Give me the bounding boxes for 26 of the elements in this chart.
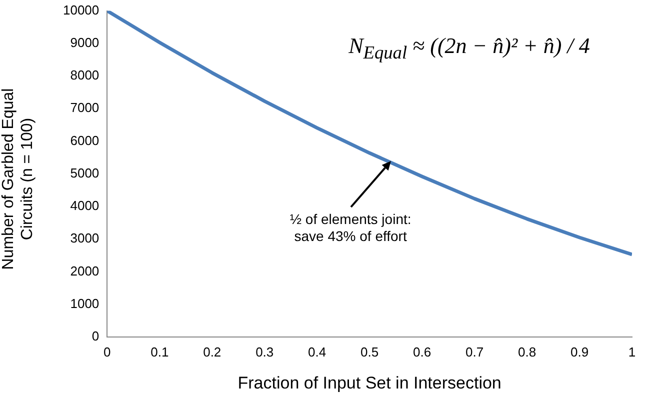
y-tick-label: 8000 xyxy=(70,68,100,83)
annotation: N$_{Equal}$ ≈ ((2n − n̂)² + n̂) / 4 xyxy=(348,32,590,64)
x-tick-label: 0.9 xyxy=(570,344,589,360)
y-tick-label: 4000 xyxy=(70,198,100,214)
y-tick-label: 5000 xyxy=(70,165,100,180)
y-tick-label: 6000 xyxy=(70,132,100,148)
x-tick-label: 0.1 xyxy=(150,344,169,360)
x-axis-title: Fraction of Input Set in Intersection xyxy=(238,373,502,392)
x-tick-label: 0.8 xyxy=(518,344,536,360)
y-tick-label: 7000 xyxy=(70,100,100,116)
x-tick-label: 0.2 xyxy=(203,344,222,360)
x-tick-label: 0.7 xyxy=(466,344,484,360)
x-tick-label: 0 xyxy=(104,344,111,360)
y-tick-label: 10000 xyxy=(62,2,100,18)
x-tick-label: 0.6 xyxy=(413,344,432,360)
x-tick-label: 1 xyxy=(628,344,636,360)
y-axis-title: Number of Garbled Equal Circuits (n = 100) xyxy=(0,87,37,272)
y-tick-label: 9000 xyxy=(70,35,100,50)
annotation: ½ of elements joint: save 43% of effort xyxy=(288,210,412,245)
y-tick-label: 3000 xyxy=(70,230,100,246)
y-tick-label: 2000 xyxy=(70,263,100,278)
y-tick-label: 0 xyxy=(92,328,100,344)
x-tick-label: 0.4 xyxy=(308,344,326,360)
x-tick-label: 0.3 xyxy=(256,344,274,360)
x-tick-label: 0.5 xyxy=(360,344,379,360)
y-tick-label: 1000 xyxy=(70,296,100,311)
